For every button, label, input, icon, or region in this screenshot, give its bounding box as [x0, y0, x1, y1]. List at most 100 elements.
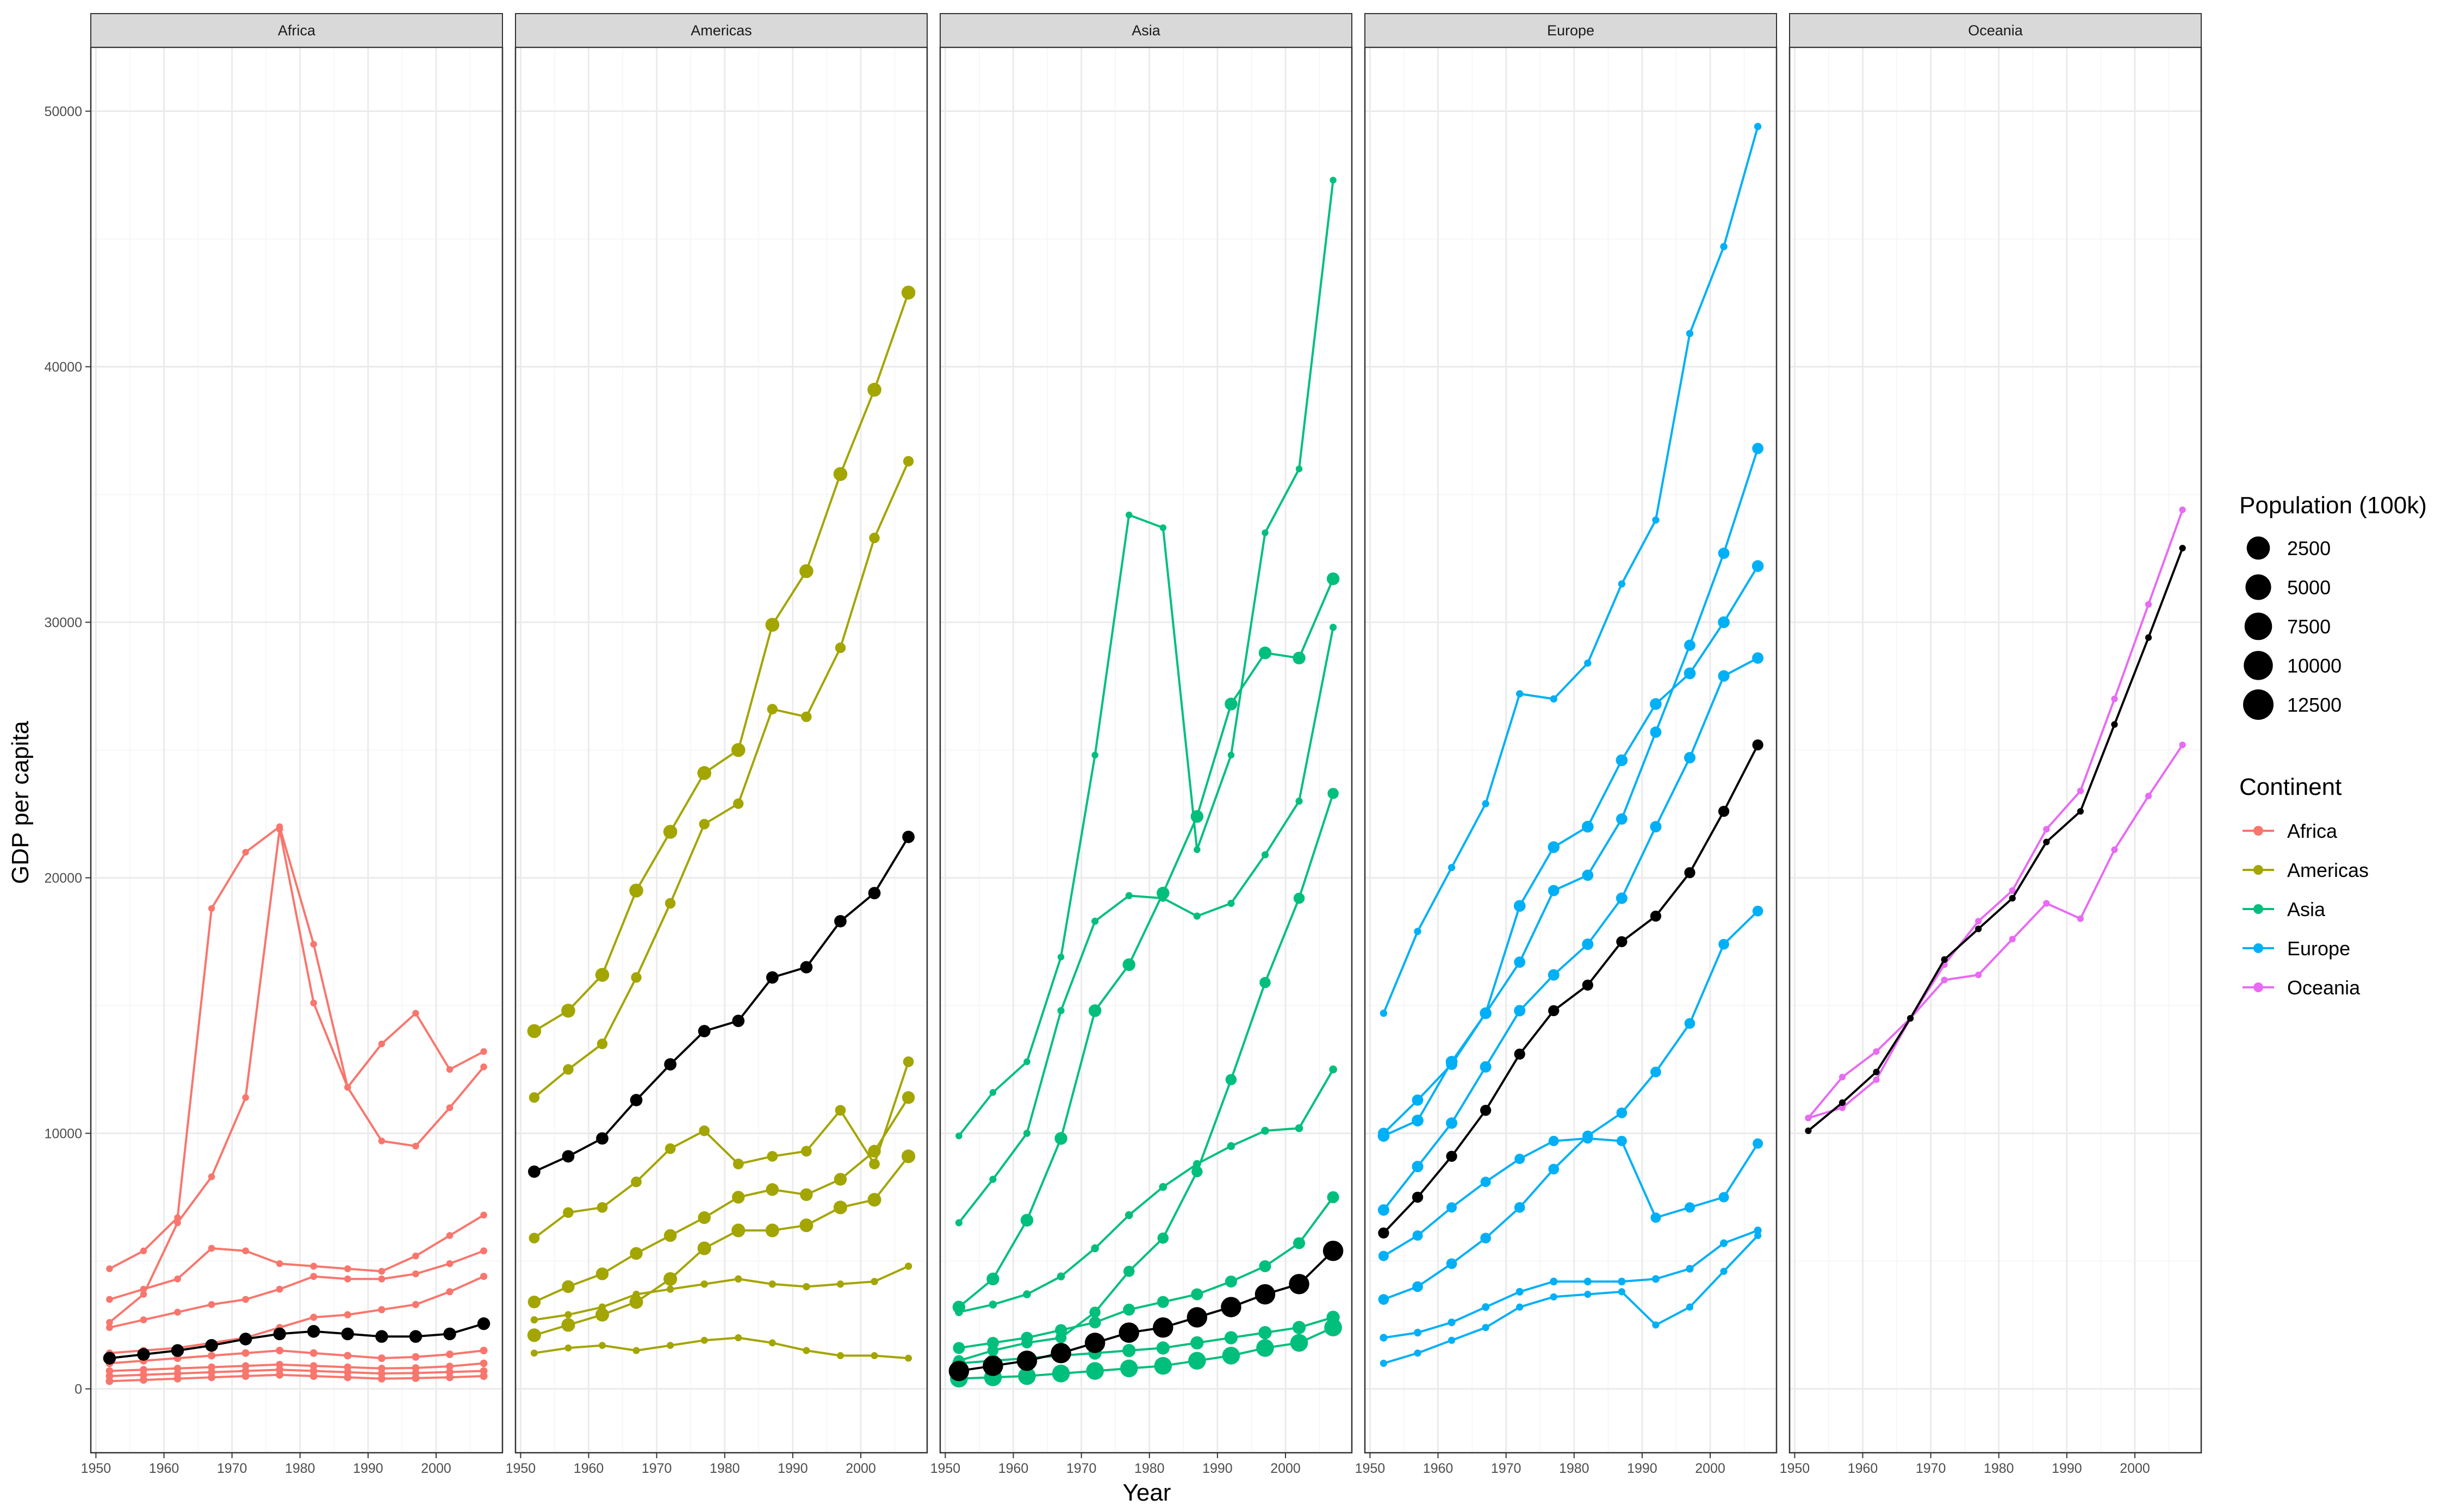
- data-point: [205, 1339, 218, 1352]
- data-point: [1548, 969, 1560, 981]
- data-point: [869, 532, 880, 544]
- data-point: [344, 1352, 352, 1360]
- data-point: [1051, 1342, 1071, 1364]
- data-point: [344, 1084, 351, 1091]
- data-point: [1221, 1297, 1241, 1317]
- data-point: [1514, 956, 1526, 968]
- data-point: [1122, 1343, 1136, 1358]
- data-point: [989, 1301, 997, 1309]
- data-point: [1322, 1240, 1344, 1261]
- size-legend-label: 5000: [2287, 576, 2331, 599]
- data-point: [1159, 524, 1167, 531]
- data-point: [664, 898, 676, 909]
- data-point: [631, 972, 642, 983]
- x-tick-label: 2000: [1695, 1461, 1725, 1476]
- data-point: [1754, 1231, 1762, 1240]
- data-point: [377, 1354, 386, 1362]
- data-point: [1023, 1058, 1030, 1066]
- data-point: [446, 1232, 454, 1239]
- data-point: [1873, 1068, 1880, 1075]
- data-point: [989, 1089, 997, 1096]
- data-point: [412, 1142, 419, 1150]
- y-tick-label: 50000: [44, 104, 82, 120]
- data-point: [529, 1233, 540, 1244]
- series-line: [1383, 1137, 1759, 1257]
- data-point: [1091, 1244, 1099, 1253]
- data-point: [1514, 1153, 1525, 1165]
- data-point: [1752, 560, 1764, 572]
- data-point: [767, 704, 778, 714]
- country-series: [1380, 1227, 1762, 1342]
- data-point: [664, 1058, 677, 1071]
- data-point: [868, 1144, 881, 1158]
- x-tick-label: 1990: [1627, 1461, 1657, 1476]
- data-point: [1125, 1211, 1133, 1219]
- series-line: [1383, 1229, 1759, 1339]
- data-point: [1295, 797, 1303, 805]
- data-point: [700, 1280, 708, 1288]
- size-legend-title: Population (100k): [2239, 492, 2427, 519]
- data-point: [955, 1308, 963, 1316]
- series-line: [109, 1373, 484, 1383]
- data-point: [174, 1309, 181, 1316]
- data-point: [1153, 1317, 1173, 1338]
- x-tick-label: 1960: [998, 1461, 1029, 1476]
- data-point: [955, 1219, 962, 1227]
- data-point: [1259, 1260, 1271, 1272]
- legend: Population (100k) 2500 5000 7500 10000 12500 C…: [2239, 492, 2427, 999]
- data-point: [1839, 1099, 1846, 1106]
- series-line: [1383, 910, 1759, 1301]
- data-point: [1482, 1303, 1490, 1311]
- data-point: [698, 1211, 711, 1224]
- data-point: [2009, 936, 2016, 943]
- country-series: [105, 1371, 488, 1385]
- data-point: [208, 1352, 216, 1360]
- data-point: [1057, 953, 1065, 961]
- data-point: [2043, 900, 2050, 907]
- x-tick-label: 1990: [1202, 1461, 1233, 1476]
- x-tick-label: 1980: [710, 1461, 740, 1476]
- data-point: [242, 849, 249, 856]
- data-point: [1225, 1074, 1237, 1086]
- data-point: [663, 1229, 677, 1242]
- data-point: [833, 1200, 848, 1215]
- data-point: [1582, 938, 1594, 950]
- color-legend-title: Continent: [2239, 774, 2342, 800]
- data-point: [412, 1301, 420, 1308]
- panel-europe: Europe 1950 1960 1970 1980 1990 2000: [1355, 13, 1778, 1476]
- data-point: [445, 1373, 454, 1382]
- facet-strip: [940, 13, 1352, 48]
- data-point: [953, 1342, 965, 1354]
- facet-strip-label: Africa: [278, 22, 316, 39]
- data-point: [1054, 1132, 1067, 1145]
- data-point: [1650, 910, 1662, 922]
- data-point: [1414, 928, 1421, 935]
- data-point: [563, 1064, 574, 1075]
- data-point: [446, 1351, 454, 1359]
- data-point: [1686, 329, 1694, 338]
- data-point: [1616, 936, 1628, 948]
- data-point: [629, 1295, 643, 1309]
- data-point: [105, 1324, 113, 1331]
- color-legend-dot: [2253, 982, 2263, 992]
- x-tick-label: 1980: [1984, 1461, 2014, 1476]
- data-point: [1445, 1117, 1458, 1129]
- data-point: [1684, 667, 1696, 680]
- data-point: [1583, 1278, 1592, 1286]
- data-point: [1225, 1275, 1237, 1288]
- series-line: [1382, 744, 1759, 1234]
- data-point: [2077, 915, 2084, 922]
- data-point: [869, 1159, 880, 1169]
- data-point: [905, 1354, 912, 1362]
- data-point: [1289, 1274, 1309, 1295]
- data-point: [1123, 1303, 1135, 1316]
- data-point: [242, 1247, 249, 1255]
- data-point: [139, 1376, 148, 1384]
- data-point: [310, 1273, 318, 1280]
- data-point: [1839, 1073, 1846, 1081]
- data-point: [1516, 1303, 1524, 1311]
- data-point: [1380, 1009, 1388, 1017]
- data-point: [1873, 1048, 1880, 1055]
- data-point: [310, 1314, 318, 1321]
- data-point: [1752, 443, 1763, 455]
